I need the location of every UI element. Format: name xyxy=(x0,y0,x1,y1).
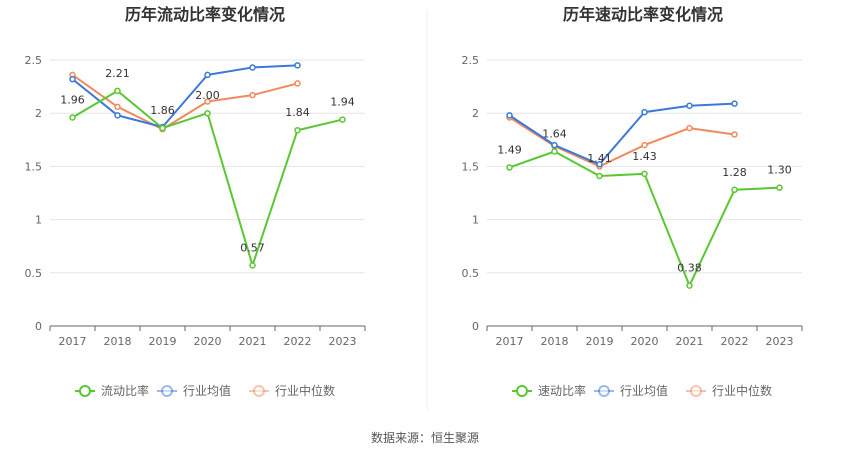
y-tick-label: 1 xyxy=(35,214,42,227)
data-point xyxy=(686,102,693,110)
x-tick-label: 2018 xyxy=(104,335,132,348)
chart-title: 历年速动比率变化情况 xyxy=(563,5,723,24)
data-label: 0.38 xyxy=(677,262,702,275)
y-tick-label: 1.5 xyxy=(462,160,480,173)
x-tick-label: 2017 xyxy=(496,335,524,348)
x-tick-label: 2019 xyxy=(586,335,614,348)
data-point xyxy=(551,148,558,155)
data-label: 1.96 xyxy=(60,93,85,106)
legend-marker xyxy=(690,385,702,397)
legend-marker xyxy=(598,385,610,397)
x-tick-label: 2017 xyxy=(59,335,87,348)
data-point xyxy=(204,71,211,79)
data-label: 1.94 xyxy=(330,96,355,109)
data-label: 1.84 xyxy=(285,106,310,119)
data-label: 1.28 xyxy=(722,166,747,179)
legend-label: 流动比率 xyxy=(101,383,149,398)
x-tick-label: 2023 xyxy=(329,335,357,348)
y-tick-label: 2.5 xyxy=(25,54,43,67)
y-tick-label: 0.5 xyxy=(25,267,43,280)
legend-label: 行业均值 xyxy=(183,383,231,398)
legend-label: 行业中位数 xyxy=(712,383,772,398)
data-label: 1.43 xyxy=(632,150,657,163)
data-label: 1.41 xyxy=(587,152,612,165)
quick-ratio-chart: 历年速动比率变化情况 0 0.5 1 1.5 2 2.5 2017 2018 2019 2020 20… xyxy=(462,5,803,398)
series-line xyxy=(71,64,298,129)
data-label: 1.86 xyxy=(150,104,175,117)
data-point xyxy=(731,100,738,107)
legend-label: 行业均值 xyxy=(620,383,668,398)
data-point xyxy=(114,112,121,119)
x-tick-label: 2023 xyxy=(766,335,794,348)
series-line xyxy=(71,74,298,131)
legend-label: 行业中位数 xyxy=(275,383,335,398)
chart-title: 历年流动比率变化情况 xyxy=(125,5,285,24)
data-point xyxy=(506,112,513,119)
data-label: 2.00 xyxy=(195,89,220,102)
data-point xyxy=(249,91,256,99)
x-tick-label: 2020 xyxy=(194,335,222,348)
data-point xyxy=(776,184,783,191)
legend-label: 速动比率 xyxy=(538,383,586,398)
data-point xyxy=(204,109,211,117)
series-line xyxy=(508,116,735,168)
data-point xyxy=(294,126,301,134)
y-tick-label: 0 xyxy=(472,320,479,333)
source-label: 数据来源：恒生聚源 xyxy=(371,430,479,445)
legend-marker xyxy=(161,385,173,397)
x-tick-label: 2021 xyxy=(676,335,704,348)
y-tick-label: 2 xyxy=(472,107,479,120)
data-point xyxy=(204,98,211,105)
data-label: 1.64 xyxy=(542,128,567,141)
data-point xyxy=(339,116,346,123)
data-point xyxy=(731,186,738,194)
x-tick-label: 2022 xyxy=(721,335,749,348)
data-point xyxy=(69,114,76,121)
x-tick-label: 2020 xyxy=(631,335,659,348)
x-tick-label: 2022 xyxy=(284,335,312,348)
x-tick-label: 2021 xyxy=(239,335,267,348)
y-tick-label: 0.5 xyxy=(462,267,480,280)
current-ratio-chart: 历年流动比率变化情况 0 0.5 1 1.5 2 2.5 2017 2018 2019 2020 20… xyxy=(25,5,366,398)
y-tick-label: 2.5 xyxy=(462,54,480,67)
data-point xyxy=(686,124,693,132)
data-point xyxy=(596,161,603,168)
y-tick-label: 1.5 xyxy=(25,160,43,173)
legend-marker xyxy=(516,385,528,397)
legend-marker xyxy=(253,385,265,397)
data-point xyxy=(686,282,693,289)
data-point xyxy=(114,87,121,95)
data-point xyxy=(249,262,256,269)
x-tick-label: 2018 xyxy=(541,335,569,348)
data-point xyxy=(731,131,738,138)
y-tick-label: 1 xyxy=(472,214,479,227)
y-tick-label: 0 xyxy=(35,320,42,333)
data-point xyxy=(551,141,558,149)
y-tick-label: 2 xyxy=(35,107,42,120)
data-label: 1.30 xyxy=(767,164,792,177)
data-label: 1.49 xyxy=(497,143,522,156)
x-tick-label: 2019 xyxy=(149,335,177,348)
series-line xyxy=(508,102,735,166)
data-point xyxy=(506,164,513,171)
data-point xyxy=(114,103,121,111)
data-point xyxy=(641,170,648,178)
legend-marker xyxy=(79,385,91,397)
data-point xyxy=(69,75,76,83)
data-point xyxy=(294,80,301,87)
data-point xyxy=(641,108,648,116)
data-point xyxy=(294,62,301,69)
data-label: 0.57 xyxy=(240,241,265,254)
data-point xyxy=(641,141,648,149)
data-point xyxy=(159,124,166,132)
data-point xyxy=(249,64,256,71)
data-label: 2.21 xyxy=(105,67,130,80)
data-point xyxy=(596,172,603,180)
